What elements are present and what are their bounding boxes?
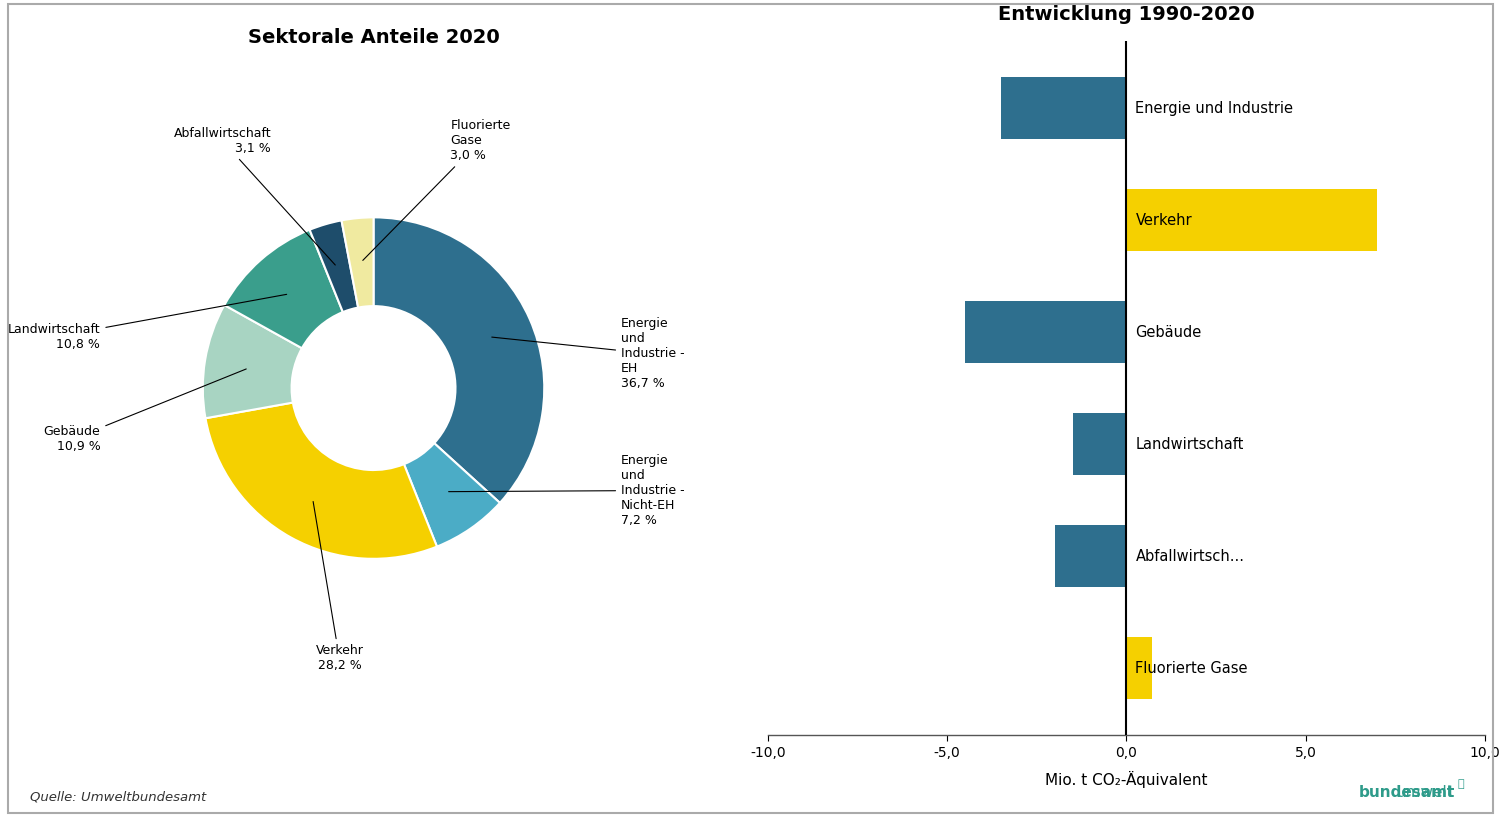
- Text: Fluorierte
Gase
3,0 %: Fluorierte Gase 3,0 %: [363, 119, 510, 261]
- Wedge shape: [374, 217, 544, 503]
- Bar: [964, 301, 1126, 363]
- Text: Landwirtschaft
10,8 %: Landwirtschaft 10,8 %: [8, 294, 286, 350]
- Text: Verkehr: Verkehr: [1136, 212, 1192, 228]
- Text: umwelt: umwelt: [1396, 784, 1454, 800]
- Bar: [1072, 413, 1126, 475]
- Wedge shape: [404, 443, 500, 547]
- Text: Gebäude: Gebäude: [1136, 324, 1202, 340]
- Wedge shape: [206, 403, 436, 559]
- Text: Fluorierte Gase: Fluorierte Gase: [1136, 661, 1248, 676]
- Wedge shape: [342, 217, 374, 307]
- Wedge shape: [225, 230, 344, 348]
- Text: Gebäude
10,9 %: Gebäude 10,9 %: [44, 369, 246, 453]
- Wedge shape: [202, 305, 302, 418]
- Text: Verkehr
28,2 %: Verkehr 28,2 %: [314, 502, 363, 672]
- Bar: [1126, 637, 1152, 699]
- Text: Abfallwirtschaft
3,1 %: Abfallwirtschaft 3,1 %: [174, 127, 336, 265]
- Bar: [1000, 78, 1126, 139]
- Title: Sektorale Anteile 2020: Sektorale Anteile 2020: [248, 28, 500, 47]
- Text: Ⓤ: Ⓤ: [1458, 779, 1464, 788]
- Title: Entwicklung 1990-2020: Entwicklung 1990-2020: [998, 5, 1256, 24]
- Text: Energie und Industrie: Energie und Industrie: [1136, 100, 1293, 115]
- Text: Energie
und
Industrie -
EH
36,7 %: Energie und Industrie - EH 36,7 %: [492, 318, 684, 391]
- Text: Quelle: Umweltbundesamt: Quelle: Umweltbundesamt: [30, 791, 206, 804]
- Text: bundesamt: bundesamt: [1359, 784, 1455, 800]
- Text: Landwirtschaft: Landwirtschaft: [1136, 436, 1244, 452]
- Bar: [1126, 190, 1377, 251]
- Bar: [1054, 525, 1126, 587]
- Wedge shape: [309, 221, 358, 312]
- X-axis label: Mio. t CO₂-Äquivalent: Mio. t CO₂-Äquivalent: [1046, 770, 1208, 788]
- Text: Abfallwirtsch...: Abfallwirtsch...: [1136, 548, 1245, 564]
- Text: Energie
und
Industrie -
Nicht-EH
7,2 %: Energie und Industrie - Nicht-EH 7,2 %: [448, 454, 684, 527]
